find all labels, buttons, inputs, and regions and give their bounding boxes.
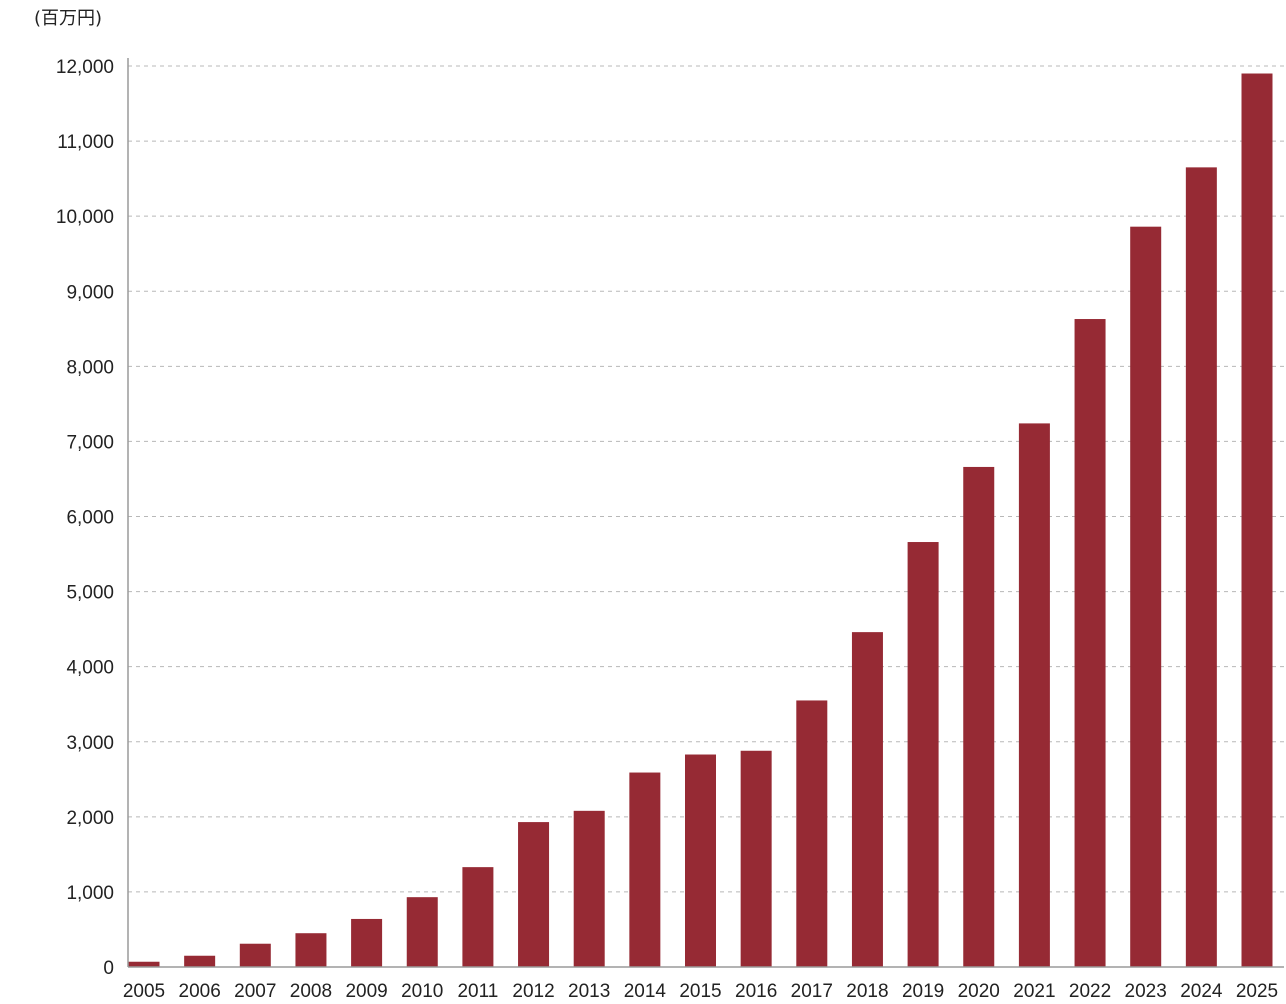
x-tick-label: 2025 bbox=[1236, 981, 1278, 1002]
y-tick-label: 3,000 bbox=[66, 733, 114, 754]
y-tick-label: 12,000 bbox=[56, 57, 114, 78]
y-tick-label: 6,000 bbox=[66, 508, 114, 529]
bars bbox=[128, 73, 1273, 968]
x-tick-label: 2015 bbox=[679, 981, 721, 1002]
y-tick-label: 2,000 bbox=[66, 808, 114, 829]
x-axis-ticks: 2005 2006 2007 2008 2009 2010 2011 2012 2013 2014… bbox=[123, 981, 1278, 1002]
x-tick-label: 2021 bbox=[1013, 981, 1055, 1002]
bar bbox=[462, 867, 494, 967]
x-tick-label: 2007 bbox=[234, 981, 276, 1002]
y-tick-label: 4,000 bbox=[66, 658, 114, 679]
x-tick-label: 2006 bbox=[179, 981, 221, 1002]
x-tick-label: 2013 bbox=[568, 981, 610, 1002]
bar bbox=[1241, 73, 1273, 968]
bar bbox=[295, 933, 327, 967]
x-tick-label: 2020 bbox=[958, 981, 1000, 1002]
y-tick-label: 10,000 bbox=[56, 207, 114, 228]
bar bbox=[1018, 423, 1050, 967]
gridlines bbox=[128, 65, 1284, 893]
x-tick-label: 2008 bbox=[290, 981, 332, 1002]
bar bbox=[907, 542, 939, 967]
y-tick-label: 8,000 bbox=[66, 357, 114, 378]
y-axis-ticks: 0 1,000 2,000 3,000 4,000 5,000 6,000 7,000 8,00… bbox=[56, 57, 114, 979]
y-tick-label: 11,000 bbox=[57, 132, 114, 153]
x-tick-label: 2016 bbox=[735, 981, 777, 1002]
y-unit-label: (百万円) bbox=[34, 8, 102, 29]
y-tick-label: 5,000 bbox=[66, 583, 114, 604]
bar bbox=[629, 772, 661, 967]
x-tick-label: 2014 bbox=[624, 981, 667, 1002]
bar bbox=[1185, 167, 1217, 968]
x-tick-label: 2024 bbox=[1180, 981, 1223, 1002]
x-tick-label: 2005 bbox=[123, 981, 165, 1002]
y-tick-label: 9,000 bbox=[66, 282, 114, 303]
bar bbox=[406, 897, 438, 967]
bar bbox=[1074, 319, 1106, 967]
bar bbox=[685, 754, 716, 967]
x-tick-label: 2023 bbox=[1125, 981, 1167, 1002]
bar bbox=[518, 822, 550, 967]
bar bbox=[351, 918, 383, 967]
x-tick-label: 2009 bbox=[345, 981, 387, 1002]
bar bbox=[239, 943, 271, 967]
bar bbox=[796, 700, 828, 967]
bar bbox=[963, 466, 995, 967]
bar bbox=[128, 961, 160, 967]
bar bbox=[1130, 226, 1162, 967]
bar bbox=[184, 955, 216, 967]
x-tick-label: 2017 bbox=[791, 981, 833, 1002]
x-tick-label: 2010 bbox=[401, 981, 443, 1002]
x-tick-label: 2019 bbox=[902, 981, 944, 1002]
x-tick-label: 2011 bbox=[457, 981, 498, 1002]
bar bbox=[740, 750, 772, 967]
bar bbox=[573, 810, 605, 967]
y-tick-label: 1,000 bbox=[66, 883, 114, 904]
y-tick-label: 0 bbox=[103, 958, 114, 979]
y-tick-label: 7,000 bbox=[66, 432, 114, 453]
x-tick-label: 2012 bbox=[512, 981, 554, 1002]
x-tick-label: 2022 bbox=[1069, 981, 1111, 1002]
bar bbox=[851, 632, 883, 967]
x-tick-label: 2018 bbox=[846, 981, 888, 1002]
